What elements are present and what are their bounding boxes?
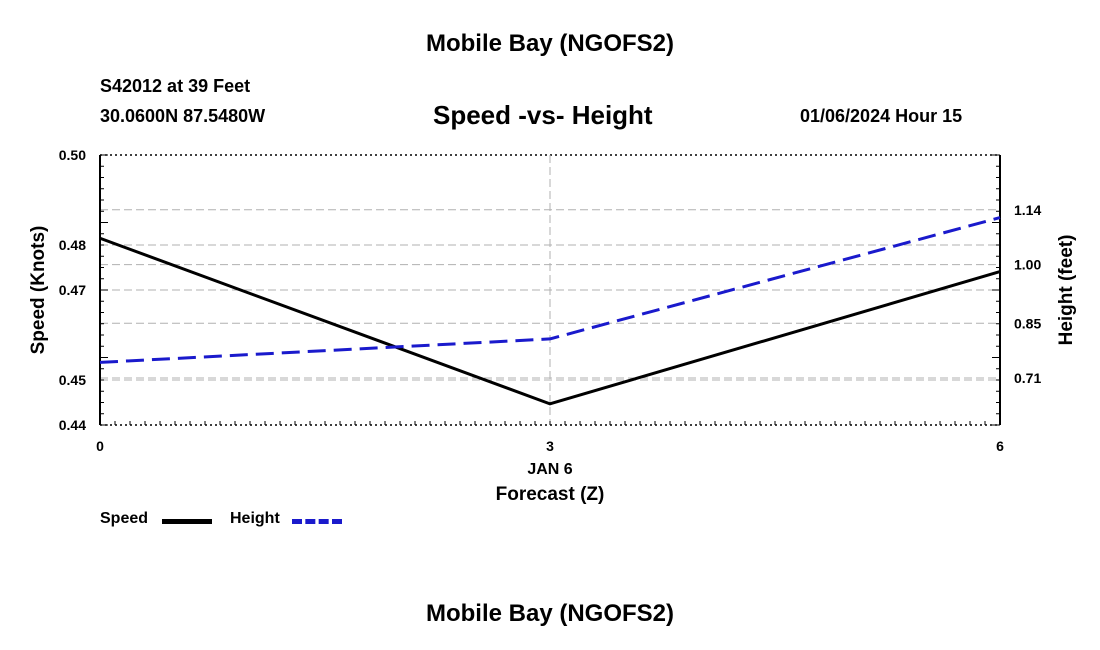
x-axis-date-label: JAN 6 [527,461,572,478]
footer-title: Mobile Bay (NGOFS2) [425,600,675,627]
x-axis-tick-label: 3 [546,438,554,454]
left-axis-tick-label: 0.45 [59,372,86,388]
x-axis-tick-label: 0 [96,438,104,454]
right-axis-tick-label: 1.00 [1014,257,1041,273]
station-label: S42012 at 39 Feet [100,76,251,96]
datetime-label: 01/06/2024 Hour 15 [800,106,963,126]
x-axis-tick-label: 6 [996,438,1004,454]
right-axis-tick-label: 0.85 [1014,315,1041,331]
right-axis-tick-label: 1.14 [1014,202,1041,218]
legend-height-label: Height [230,510,280,527]
left-axis-tick-label: 0.48 [59,237,86,253]
left-axis-tick-label: 0.47 [59,282,86,298]
series-line-height [99,216,1001,364]
chart-subtitle: Speed -vs- Height [433,100,653,130]
left-axis-title: Speed (Knots) [28,226,49,355]
legend-speed-label: Speed [100,510,149,527]
right-axis-title: Height (feet) [1056,235,1077,346]
chart-title: Mobile Bay (NGOFS2) [425,30,675,57]
left-axis-tick-label: 0.50 [59,147,86,163]
legend-speed-swatch [162,519,212,524]
right-axis-tick-label: 0.71 [1014,370,1041,386]
x-axis-title: Forecast (Z) [496,484,605,505]
speed-height-chart: 0.44 0.45 0.47 0.48 0.50 0.71 0.85 1.00 1.14 0 3 6 J… [28,147,1077,505]
legend-height-swatch [292,519,342,524]
left-axis-tick-label: 0.44 [59,417,86,433]
series-line-speed [99,236,1001,406]
coordinates-label: 30.0600N 87.5480W [100,106,266,126]
